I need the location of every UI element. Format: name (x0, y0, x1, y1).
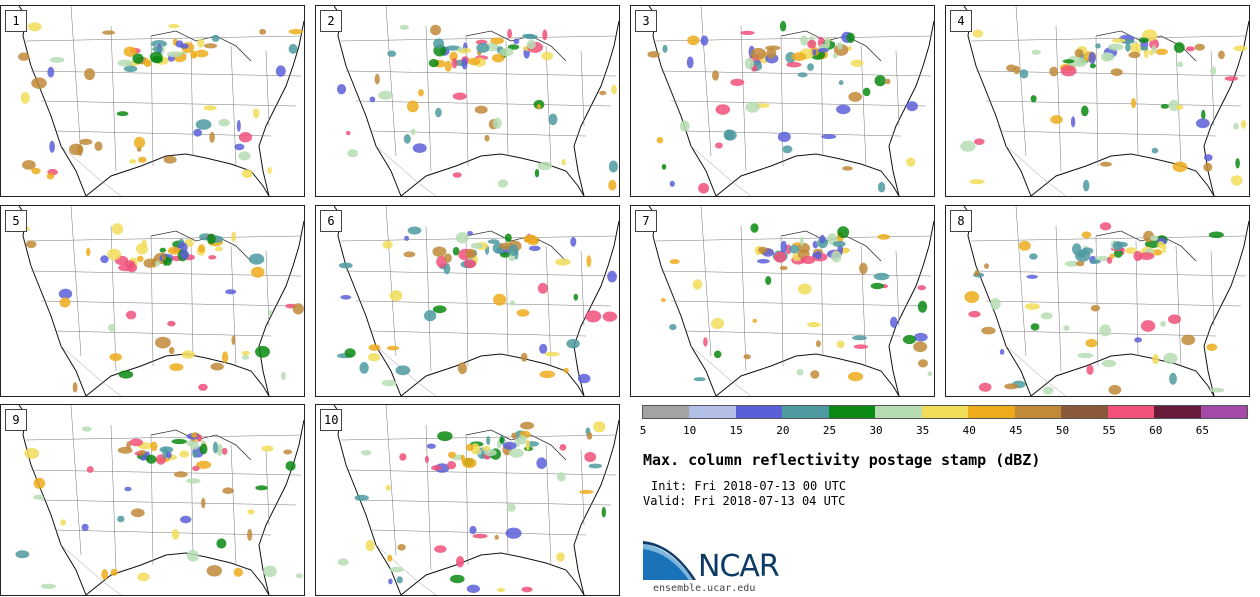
member-number: 6 (320, 210, 342, 232)
colorbar-segment (735, 406, 783, 418)
ensemble-member-map: 4 (945, 5, 1250, 197)
colorbar (642, 405, 1248, 419)
member-number: 1 (5, 10, 27, 32)
colorbar-tick-label: 30 (869, 424, 883, 437)
colorbar-tick-label: 20 (776, 424, 790, 437)
member-number: 8 (950, 210, 972, 232)
colorbar-tick-label: 65 (1195, 424, 1209, 437)
colorbar-tick-label: 25 (822, 424, 837, 437)
colorbar-segment (875, 406, 922, 418)
colorbar-tick-label: 50 (1055, 424, 1070, 437)
member-number: 5 (5, 210, 27, 232)
colorbar-segment (1200, 406, 1248, 418)
colorbar-segment (968, 406, 1015, 418)
member-number: 2 (320, 10, 342, 32)
ncar-logo-icon (643, 541, 696, 580)
colorbar-segment (1107, 406, 1155, 418)
colorbar-tick-label: 10 (682, 424, 697, 437)
colorbar-ticks: 5 10 15 20 25 30 35 40 45 50 55 60 65 (639, 424, 1248, 438)
member-number: 9 (5, 409, 27, 431)
member-number: 7 (635, 210, 657, 232)
ensemble-member-map: 1 (0, 5, 305, 197)
member-number: 3 (635, 10, 657, 32)
figure-title: Max. column reflectivity postage stamp (… (643, 451, 1041, 469)
colorbar-segment (921, 406, 969, 418)
member-number: 4 (950, 10, 972, 32)
init-time: Init: Fri 2018-07-13 00 UTC (651, 479, 847, 493)
colorbar-tick-label: 5 (639, 424, 647, 437)
ensemble-member-map: 7 (630, 205, 935, 397)
ensemble-member-map: 6 (315, 205, 620, 397)
colorbar-tick-label: 15 (729, 424, 743, 437)
logo-text: NCAR (698, 549, 780, 584)
colorbar-tick-label: 40 (962, 424, 976, 437)
valid-time: Valid: Fri 2018-07-13 04 UTC (643, 494, 846, 508)
colorbar-tick-label: 60 (1149, 424, 1163, 437)
ensemble-member-map: 5 (0, 205, 305, 397)
colorbar-segment (689, 406, 736, 418)
colorbar-segment (1154, 406, 1201, 418)
ensemble-member-map: 2 (315, 5, 620, 197)
ensemble-member-map: 10 (315, 404, 620, 596)
ensemble-member-map: 9 (0, 404, 305, 596)
colorbar-tick-label: 35 (916, 424, 930, 437)
site-url[interactable]: ensemble.ucar.edu (653, 583, 756, 594)
colorbar-segment (782, 406, 829, 418)
ensemble-member-map: 3 (630, 5, 935, 197)
colorbar-segment (643, 406, 690, 418)
ensemble-member-map: 8 (945, 205, 1250, 397)
colorbar-segment (828, 406, 876, 418)
colorbar-tick-label: 45 (1009, 424, 1023, 437)
colorbar-segment (1061, 406, 1108, 418)
colorbar-tick-label: 55 (1102, 424, 1116, 437)
member-number: 10 (320, 409, 343, 431)
colorbar-segment (1014, 406, 1062, 418)
